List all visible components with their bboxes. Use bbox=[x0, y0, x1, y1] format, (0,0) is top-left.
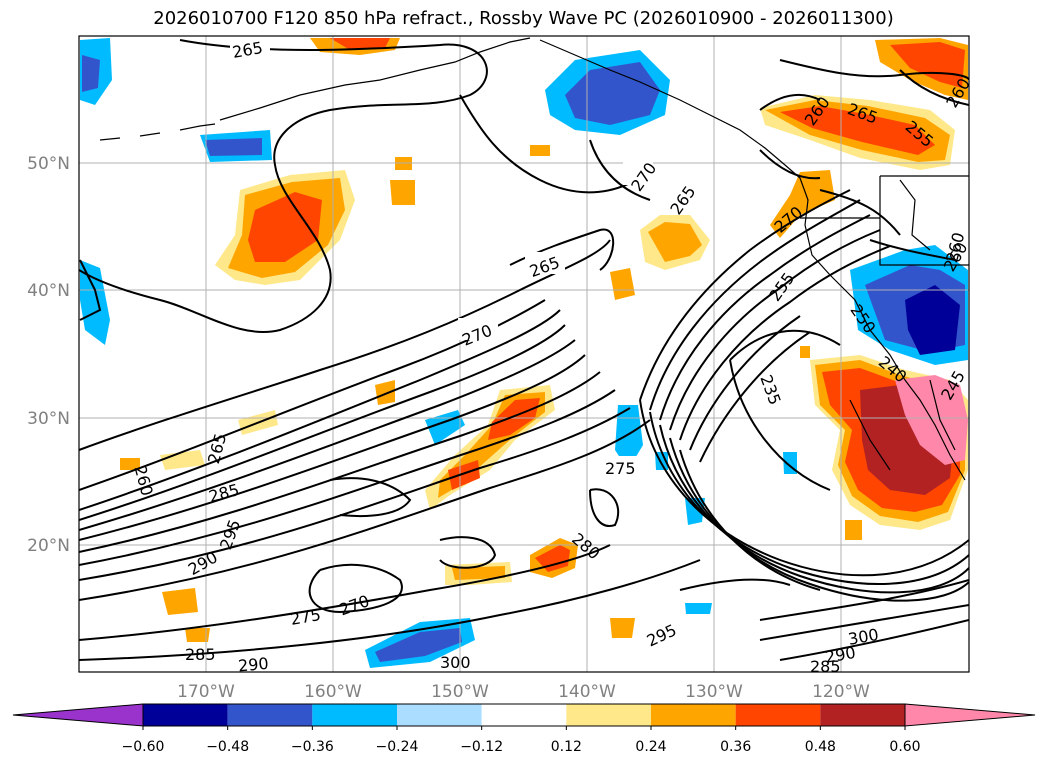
contour-label: 290 bbox=[237, 654, 269, 676]
contour-label: 265 bbox=[204, 431, 230, 465]
colorbar bbox=[12, 703, 1036, 727]
contour-label: 285 bbox=[185, 645, 216, 664]
colorbar-tick-label: 0.60 bbox=[889, 739, 920, 755]
contour-label: 260 bbox=[131, 463, 157, 497]
colorbar-extend-high bbox=[904, 703, 1036, 727]
colorbar-tick-label: 0.12 bbox=[551, 739, 582, 755]
lon-tick-label: 130°W bbox=[685, 682, 743, 702]
lon-tick-label: 140°W bbox=[558, 682, 616, 702]
colorbar-tick-label: −0.12 bbox=[460, 739, 503, 755]
lat-tick-label: 50°N bbox=[27, 154, 70, 174]
contour-label: 275 bbox=[605, 459, 636, 478]
contour-label: 265 bbox=[231, 38, 264, 62]
contour-label: 300 bbox=[440, 653, 471, 672]
colorbar-tick-label: −0.24 bbox=[376, 739, 419, 755]
map-frame bbox=[78, 35, 970, 673]
colorbar-swatch bbox=[312, 704, 397, 726]
colorbar-swatch bbox=[143, 704, 228, 726]
contour-label: 285 bbox=[810, 657, 841, 676]
colorbar-tick-label: −0.60 bbox=[122, 739, 165, 755]
lon-tick-label: 160°W bbox=[304, 682, 362, 702]
lon-tick-labels: 170°W 160°W 150°W 140°W 130°W 120°W bbox=[177, 682, 870, 702]
lon-tick-label: 120°W bbox=[812, 682, 870, 702]
colorbar-swatch bbox=[227, 704, 313, 726]
lat-tick-label: 40°N bbox=[27, 281, 70, 301]
colorbar-swatch bbox=[397, 704, 482, 726]
contour-label: 295 bbox=[216, 517, 244, 552]
colorbar-extend-low bbox=[12, 703, 144, 727]
map-title: 2026010700 F120 850 hPa refract., Rossby… bbox=[153, 8, 894, 29]
colorbar-tick-label: 0.36 bbox=[720, 739, 751, 755]
colorbar-tick-labels: −0.60 −0.48 −0.36 −0.24 −0.12 0.12 0.24 0.36 0.4… bbox=[122, 726, 921, 755]
colorbar-frame bbox=[142, 703, 906, 727]
lat-tick-label: 30°N bbox=[27, 409, 70, 429]
contour-label: 295 bbox=[644, 620, 680, 650]
colorbar-tick-label: 0.24 bbox=[635, 739, 666, 755]
colorbar-tick-label: −0.48 bbox=[206, 739, 249, 755]
contour-label: 270 bbox=[337, 591, 372, 619]
contour-label: 285 bbox=[207, 480, 241, 506]
colorbar-swatch bbox=[820, 704, 905, 726]
colorbar-swatch bbox=[651, 704, 736, 726]
colorbar-swatch bbox=[566, 704, 651, 726]
colorbar-swatch bbox=[481, 704, 567, 726]
colorbar-tick-label: 0.48 bbox=[805, 739, 836, 755]
contour-label: 275 bbox=[289, 605, 322, 629]
gridlines bbox=[79, 36, 969, 672]
colorbar-swatch bbox=[735, 704, 821, 726]
lon-tick-label: 170°W bbox=[177, 682, 235, 702]
contour-label: 235 bbox=[756, 372, 784, 407]
lat-tick-labels: 50°N 40°N 30°N 20°N bbox=[27, 154, 70, 556]
lat-tick-label: 20°N bbox=[27, 536, 70, 556]
colorbar-tick-label: −0.36 bbox=[291, 739, 334, 755]
lon-tick-label: 150°W bbox=[431, 682, 489, 702]
